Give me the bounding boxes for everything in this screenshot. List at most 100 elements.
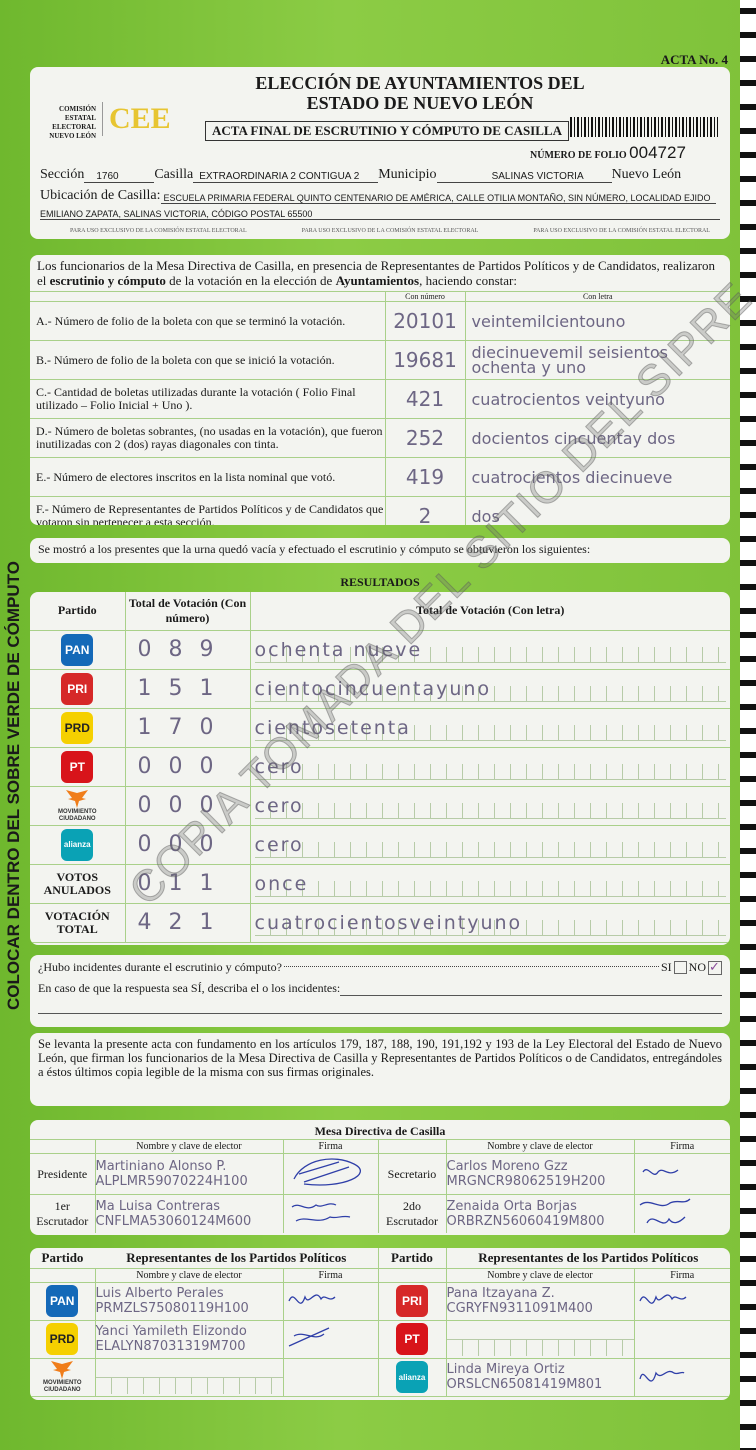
col-numero: Total de Votación (Con número) [124,592,251,631]
result-row: PRD 170 cientosetenta [30,707,730,748]
folio: NÚMERO DE FOLIO 004727 [530,143,686,163]
result-numero: 000 [124,785,251,826]
scan-registration-marks [740,0,756,1450]
rep-name: Luis Alberto Perales [95,1286,224,1301]
incidents-panel: ¿Hubo incidentes durante el escrutinio y… [30,955,730,1034]
casilla-label: Casilla [154,167,194,182]
intro-bold: escrutinio y cómputo [49,273,166,288]
folio-label: NÚMERO DE FOLIO [530,150,627,161]
signature [282,1194,379,1233]
secretario-name: Carlos Moreno Gzz [446,1159,568,1174]
results-panel: Partido Total de Votación (Con número) T… [30,592,730,945]
party-logo-pt: PT [396,1323,428,1355]
rep-clave: ELALYN87031319M700 [95,1339,246,1354]
incidents-line[interactable] [38,1014,722,1034]
result-row: PT 000 cero [30,746,730,787]
result-letra: cientocincuentayuno [254,677,492,700]
intro-part: , haciendo constar: [419,273,517,288]
row-letra: diecinuevemil seisientos ochenta y uno [464,340,730,380]
signature [633,1153,730,1195]
constancia-row: F.- Número de Representantes de Partidos… [30,496,730,525]
presidente-name: Martiniano Alonso P. [95,1159,227,1174]
si-checkbox[interactable] [673,961,687,974]
ubicacion-line-1: ESCUELA PRIMARIA FEDERAL QUINTO CENTENAR… [160,193,716,204]
result-row: PAN 089 ochenta nueve [30,629,730,670]
seccion-value: 1760 [84,171,155,183]
intro-part: de la votación en la elección de [165,273,336,288]
col-numero: Con número [384,291,466,302]
row-numero: 19681 [384,340,466,380]
results-title: RESULTADOS [340,575,420,589]
side-instruction: COLOCAR DENTRO DEL SOBRE VERDE DE CÓMPUT… [4,561,23,1010]
mesa-row: 1er Escrutador Ma Luisa Contreras CNFLMA5… [30,1194,730,1233]
result-numero: 151 [124,668,251,709]
si-label: SI [660,960,672,974]
result-letra: once [254,872,309,895]
exclusive-note: PARA USO EXCLUSIVO DE LA COMISIÓN ESTATA… [533,228,710,234]
incidents-line[interactable] [38,996,722,1014]
rep-name: Linda Mireya Ortiz [446,1362,565,1377]
intro-part: Los funcionarios de la Mesa Directiva de… [37,258,715,288]
row-numero: 2 [384,496,466,525]
row-label: A.- Número de folio de la boleta con que… [30,301,386,341]
result-letra: cero [254,794,304,817]
result-numero: 170 [124,707,251,748]
signature [633,1357,730,1397]
row-numero: 419 [384,457,466,497]
escrutador1-name: Ma Luisa Contreras [95,1199,221,1214]
header-panel: COMISIÓN ESTATAL ELECTORAL NUEVO LEÓN CE… [30,67,730,239]
no-checkbox[interactable]: ✓ [708,960,722,975]
row-label: VOTACIÓN TOTAL [44,908,110,936]
col-partido: Partido [30,592,126,631]
intro-bold: Ayuntamientos [335,273,420,288]
row-letra: docientos cincuentay dos [464,418,730,458]
representative-row: PAN Luis Alberto Perales PRMZLS75080119H10… [30,1281,730,1321]
result-letra: cero [254,833,304,856]
escrutador1-clave: CNFLMA53060124M600 [95,1214,252,1229]
rep-empty-field[interactable] [445,1319,635,1359]
row-letra: cuatrocientos diecinueve [464,457,730,497]
legal-text: Se levanta la presente acta con fundamen… [30,1033,730,1106]
col-partido: Partido [41,1249,84,1265]
cee-logo: CEE [102,102,171,136]
mesa-row: Presidente Martiniano Alonso P. ALPLMR590… [30,1153,730,1195]
row-label: E.- Número de electores inscritos en la … [30,457,386,497]
org-name: COMISIÓN ESTATAL ELECTORAL NUEVO LEÓN [49,105,96,140]
signature [633,1319,730,1359]
eagle-icon [66,789,89,808]
representantes-panel: Partido Representantes de los Partidos P… [30,1248,730,1400]
result-numero: 011 [124,863,251,904]
exclusive-note: PARA USO EXCLUSIVO DE LA COMISIÓN ESTATA… [301,228,479,234]
municipio-label: Municipio [378,167,437,182]
subtitle: ACTA FINAL DE ESCRUTINIO Y CÓMPUTO DE CA… [205,121,569,141]
title-line-2: ESTADO DE NUEVO LEÓN [306,93,534,113]
signature [282,1319,379,1359]
rep-empty-field[interactable] [94,1357,284,1397]
col-nombre: Nombre y clave de elector [94,1139,284,1154]
ubicacion-line-2: EMILIANO ZAPATA, SALINAS VICTORIA, CÓDIG… [40,209,720,220]
party-logo-movimiento-ciudadano: MOVIMIENTO CIUDADANO [47,789,107,823]
col-partido: Partido [377,1248,447,1268]
result-row: alianza 000 cero [30,824,730,865]
signature [633,1194,730,1233]
col-nombre: Nombre y clave de elector [445,1139,635,1154]
col-letra: Total de Votación (Con letra) [249,592,730,631]
signature [633,1281,730,1321]
acta-number: ACTA No. 4 [660,52,728,67]
col-firma: Firma [282,1267,379,1283]
role-escrutador-1: 1er Escrutador [30,1194,96,1233]
role-presidente: Presidente [30,1153,96,1195]
municipio-value: SALINAS VICTORIA [436,171,612,183]
constancia-panel: Los funcionarios de la Mesa Directiva de… [30,255,730,525]
incidents-question: ¿Hubo incidentes durante el escrutinio y… [38,960,282,974]
signature [282,1281,379,1321]
eagle-icon [51,1361,74,1379]
rep-name: Yanci Yamileth Elizondo [95,1324,247,1339]
reps-title: Representantes de los Partidos Políticos [478,1249,699,1265]
row-label: D.- Número de boletas sobrantes, (no usa… [30,418,386,458]
col-firma: Firma [282,1139,379,1154]
seccion-label: Sección [40,167,85,182]
mesa-panel: Mesa Directiva de Casilla Nombre y clave… [30,1120,730,1235]
constancia-row: A.- Número de folio de la boleta con que… [30,301,730,341]
rep-name: Pana Itzayana Z. [446,1286,555,1301]
